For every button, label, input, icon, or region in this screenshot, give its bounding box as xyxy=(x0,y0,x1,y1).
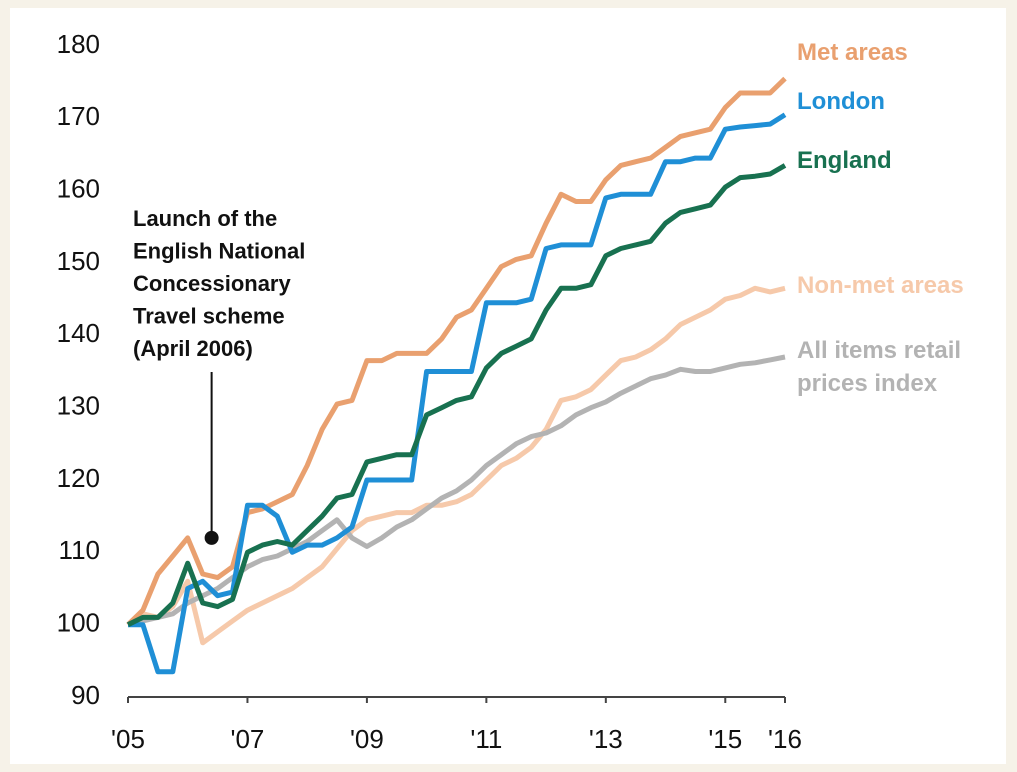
y-tick-label: 120 xyxy=(57,463,100,493)
y-tick-label: 140 xyxy=(57,318,100,348)
legend-label: Met areas xyxy=(797,39,908,66)
y-tick-label: 170 xyxy=(57,101,100,131)
x-tick-label: '15 xyxy=(708,724,742,754)
annotation-text: Launch of the xyxy=(133,206,277,231)
x-tick-label: '16 xyxy=(768,724,802,754)
legend-label: All items retail prices index xyxy=(797,337,962,397)
chart: 90 100 110 120 130 140 150 160 170 180 '05 '07 '09 '1… xyxy=(57,29,802,754)
chart-frame: 90 100 110 120 130 140 150 160 170 180 '05 '07 '09 '1… xyxy=(10,8,1006,764)
series-line xyxy=(127,354,786,628)
legend-label: Non-met areas xyxy=(797,272,964,299)
annotation-text: Travel scheme xyxy=(133,304,285,329)
y-tick-label: 90 xyxy=(71,680,100,710)
legend-label: London xyxy=(797,88,885,115)
x-tick-label: '09 xyxy=(350,724,384,754)
legend-label: England xyxy=(797,147,892,174)
series-line xyxy=(126,163,787,627)
x-tick-label: '07 xyxy=(231,724,265,754)
x-tick-label: '05 xyxy=(111,724,145,754)
y-tick-label: 180 xyxy=(57,29,100,59)
annotation-text: (April 2006) xyxy=(133,336,253,361)
y-tick-label: 100 xyxy=(57,608,100,638)
x-tick-label: '11 xyxy=(470,724,502,754)
series-line xyxy=(126,285,786,646)
y-tick-label: 160 xyxy=(57,174,100,204)
annotation-text: Concessionary xyxy=(133,271,291,296)
annotation-text: English National xyxy=(133,239,305,264)
y-tick-label: 150 xyxy=(57,246,100,276)
y-tick-label: 130 xyxy=(57,391,100,421)
y-tick-label: 110 xyxy=(59,535,100,565)
x-tick-label: '13 xyxy=(589,724,623,754)
annotation-dot xyxy=(204,530,219,545)
series-line xyxy=(128,112,787,675)
